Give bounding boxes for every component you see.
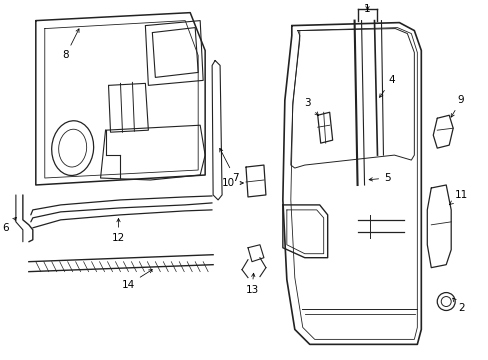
Text: 14: 14: [122, 270, 152, 289]
Text: 5: 5: [368, 173, 390, 183]
Text: 1: 1: [364, 4, 370, 14]
Text: 6: 6: [2, 217, 16, 233]
Text: 13: 13: [245, 273, 258, 294]
Text: 8: 8: [62, 29, 79, 60]
Text: 11: 11: [448, 190, 467, 204]
Text: 3: 3: [304, 98, 318, 116]
Text: 2: 2: [452, 298, 464, 312]
Text: 9: 9: [450, 95, 464, 117]
Text: 4: 4: [379, 75, 394, 97]
Text: 10: 10: [221, 178, 243, 188]
Text: 7: 7: [219, 148, 238, 183]
Text: 12: 12: [112, 219, 125, 243]
